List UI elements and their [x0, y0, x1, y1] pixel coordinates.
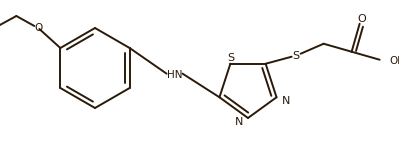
Text: HN: HN: [167, 70, 182, 80]
Text: O: O: [357, 14, 366, 24]
Text: N: N: [235, 117, 243, 127]
Text: S: S: [227, 53, 234, 63]
Text: N: N: [282, 96, 290, 106]
Text: O: O: [34, 23, 42, 33]
Text: OH: OH: [390, 56, 399, 66]
Text: S: S: [292, 51, 299, 61]
